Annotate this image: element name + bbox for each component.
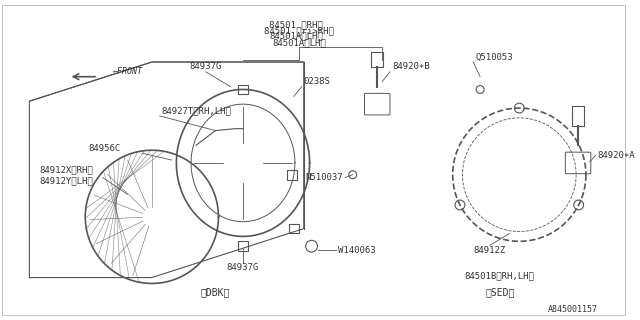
- Text: ←FRONT: ←FRONT: [113, 67, 143, 76]
- Bar: [289, 224, 299, 234]
- Bar: [287, 170, 297, 180]
- Circle shape: [476, 85, 484, 93]
- Text: 84912X〈RH〉: 84912X〈RH〉: [39, 165, 93, 174]
- Text: 84501 《ri>RH〉: 84501 《ri>RH〉: [264, 26, 334, 35]
- Text: 84937G: 84937G: [189, 62, 222, 71]
- Circle shape: [349, 171, 356, 179]
- Text: 84927T〈RH,LH〉: 84927T〈RH,LH〉: [162, 107, 232, 116]
- Text: W140063: W140063: [338, 246, 376, 255]
- Bar: [238, 241, 248, 251]
- Text: N510037: N510037: [305, 173, 343, 182]
- Circle shape: [574, 200, 584, 210]
- FancyBboxPatch shape: [365, 93, 390, 115]
- Text: 84912Z: 84912Z: [474, 246, 506, 255]
- Text: 84501A〈LH〉: 84501A〈LH〉: [269, 31, 323, 40]
- Text: 84937G: 84937G: [227, 263, 259, 272]
- Text: 84501B〈RH,LH〉: 84501B〈RH,LH〉: [465, 271, 534, 280]
- Text: Q510053: Q510053: [476, 52, 513, 62]
- Text: 〈DBK〉: 〈DBK〉: [201, 287, 230, 297]
- Text: A845001157: A845001157: [548, 305, 598, 315]
- Text: 〈SED〉: 〈SED〉: [485, 287, 515, 297]
- Circle shape: [515, 103, 524, 113]
- Text: 84920∗B: 84920∗B: [392, 62, 429, 71]
- Text: 0238S: 0238S: [304, 77, 331, 86]
- Text: 84956C: 84956C: [88, 144, 120, 153]
- Circle shape: [455, 200, 465, 210]
- Text: 84501 〈RH〉: 84501 〈RH〉: [269, 20, 323, 29]
- Text: 84920∗A: 84920∗A: [598, 151, 636, 160]
- Circle shape: [306, 240, 317, 252]
- Text: 84501A〈LH〉: 84501A〈LH〉: [272, 38, 326, 47]
- Text: 84912Y〈LH〉: 84912Y〈LH〉: [39, 176, 93, 185]
- FancyBboxPatch shape: [565, 152, 591, 174]
- Bar: [238, 84, 248, 94]
